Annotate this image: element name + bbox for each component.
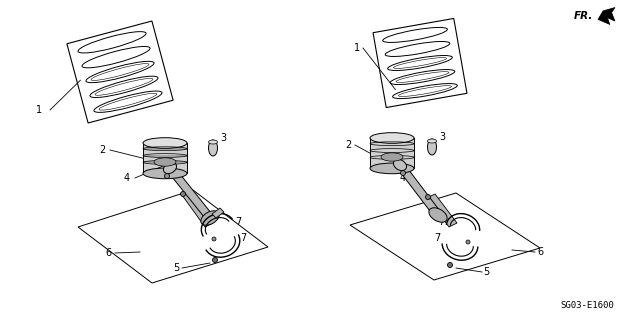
Text: 3: 3 — [220, 133, 226, 143]
Ellipse shape — [370, 163, 414, 174]
Ellipse shape — [447, 263, 452, 268]
Text: SG03-E1600: SG03-E1600 — [560, 300, 614, 309]
Ellipse shape — [401, 170, 406, 175]
Text: 5: 5 — [483, 267, 489, 277]
Ellipse shape — [201, 211, 219, 225]
Text: FR.: FR. — [573, 11, 593, 21]
Polygon shape — [167, 166, 213, 220]
Ellipse shape — [370, 133, 414, 143]
Ellipse shape — [209, 140, 218, 156]
Polygon shape — [212, 208, 224, 218]
Polygon shape — [370, 138, 414, 168]
Ellipse shape — [154, 158, 176, 166]
Polygon shape — [427, 194, 457, 227]
Text: 5: 5 — [173, 263, 179, 273]
Ellipse shape — [180, 191, 186, 197]
Ellipse shape — [394, 160, 406, 171]
Ellipse shape — [429, 208, 447, 222]
Ellipse shape — [163, 162, 177, 174]
Ellipse shape — [466, 240, 470, 244]
Ellipse shape — [164, 174, 170, 179]
Ellipse shape — [212, 257, 218, 263]
Ellipse shape — [426, 195, 431, 199]
Ellipse shape — [428, 139, 436, 155]
Text: 7: 7 — [240, 233, 246, 243]
Text: 7: 7 — [434, 233, 440, 243]
Text: 7: 7 — [235, 217, 241, 227]
Polygon shape — [397, 163, 441, 218]
Text: 1: 1 — [36, 105, 42, 115]
Text: 4: 4 — [400, 173, 406, 183]
Polygon shape — [182, 191, 213, 227]
Ellipse shape — [143, 168, 187, 179]
Ellipse shape — [143, 138, 187, 148]
Ellipse shape — [428, 139, 436, 143]
Text: 2: 2 — [346, 140, 352, 150]
Text: 4: 4 — [124, 173, 130, 183]
Text: 6: 6 — [106, 248, 112, 258]
Ellipse shape — [381, 153, 403, 161]
Text: 2: 2 — [99, 145, 105, 155]
Polygon shape — [143, 143, 187, 174]
Text: 6: 6 — [537, 247, 543, 257]
Ellipse shape — [209, 140, 218, 144]
Text: 1: 1 — [354, 43, 360, 53]
Text: 7: 7 — [438, 217, 444, 227]
Text: 3: 3 — [439, 132, 445, 142]
Polygon shape — [598, 8, 615, 25]
Ellipse shape — [212, 237, 216, 241]
